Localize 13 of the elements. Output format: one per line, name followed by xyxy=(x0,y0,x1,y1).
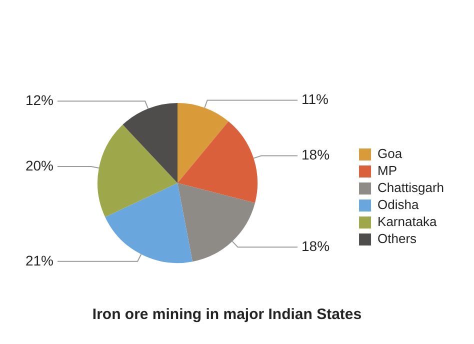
data-label: 20% xyxy=(25,157,54,174)
legend-label: MP xyxy=(378,163,398,178)
legend-label: Goa xyxy=(378,146,403,162)
data-label: 12% xyxy=(25,92,54,108)
text: Iron ore mining in major Indian States xyxy=(92,306,362,324)
data-label: 18% xyxy=(302,146,330,163)
legend-label: Odisha xyxy=(378,197,420,212)
legend-label: Chattisgarh xyxy=(378,180,444,196)
legend-label: Others xyxy=(378,231,418,246)
data-label: 21% xyxy=(25,252,54,268)
data-label: 18% xyxy=(302,238,330,254)
legend-label: Karnataka xyxy=(378,214,438,230)
data-label: 11% xyxy=(302,91,328,108)
